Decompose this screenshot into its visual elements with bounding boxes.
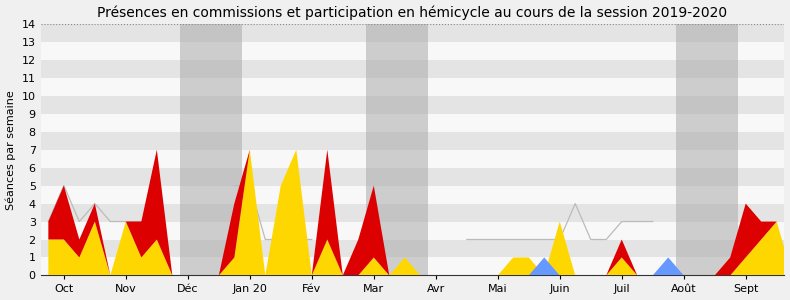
Bar xyxy=(40,186,784,204)
Bar xyxy=(676,24,738,275)
Bar xyxy=(40,114,784,132)
Bar xyxy=(180,24,242,275)
Bar xyxy=(40,257,784,275)
Bar xyxy=(40,221,784,239)
Bar xyxy=(40,96,784,114)
Bar xyxy=(40,78,784,96)
Bar xyxy=(40,132,784,150)
Bar xyxy=(40,150,784,168)
Bar xyxy=(366,24,428,275)
Bar xyxy=(40,60,784,78)
Title: Présences en commissions et participation en hémicycle au cours de la session 20: Présences en commissions et participatio… xyxy=(97,6,728,20)
Bar xyxy=(40,204,784,221)
Bar xyxy=(40,239,784,257)
Bar xyxy=(40,24,784,42)
Bar xyxy=(40,168,784,186)
Y-axis label: Séances par semaine: Séances par semaine xyxy=(6,90,16,210)
Bar xyxy=(40,42,784,60)
